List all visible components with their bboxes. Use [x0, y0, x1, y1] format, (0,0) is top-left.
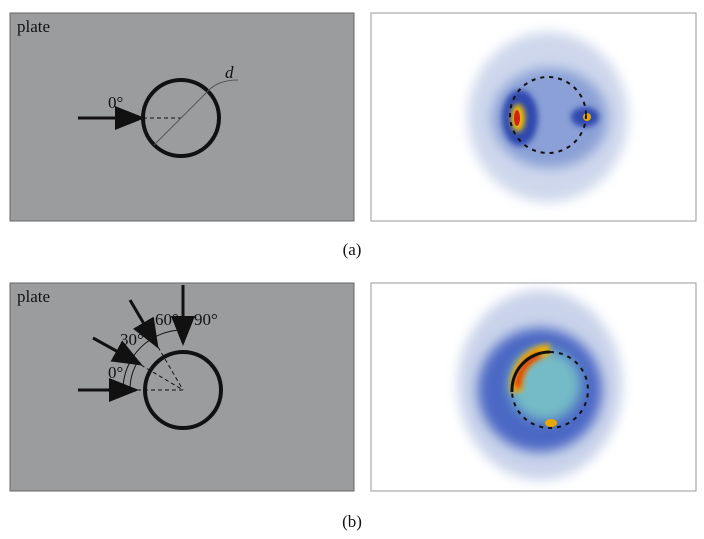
panel-b-diagram: plate 0° 30° 60° 90° [10, 283, 354, 491]
panel-a-diagram: plate d 0° [10, 13, 354, 221]
angle-label: 30° [120, 330, 144, 349]
caption: (a) [343, 240, 362, 259]
figure: plate d 0° (a) plate [0, 0, 704, 539]
plate-label: plate [17, 17, 50, 36]
heat-peak [583, 113, 591, 121]
panel-a-heatmap [371, 13, 696, 221]
angle-label: 90° [194, 310, 218, 329]
heat-core [514, 110, 520, 126]
plate-label: plate [17, 287, 50, 306]
diameter-label: d [225, 63, 234, 82]
angle-label: 60° [155, 310, 179, 329]
angle-label: 0° [108, 93, 123, 112]
heat-peak [545, 419, 557, 427]
panel-b-heatmap [371, 283, 696, 491]
caption: (b) [342, 512, 362, 531]
angle-label: 0° [108, 363, 123, 382]
